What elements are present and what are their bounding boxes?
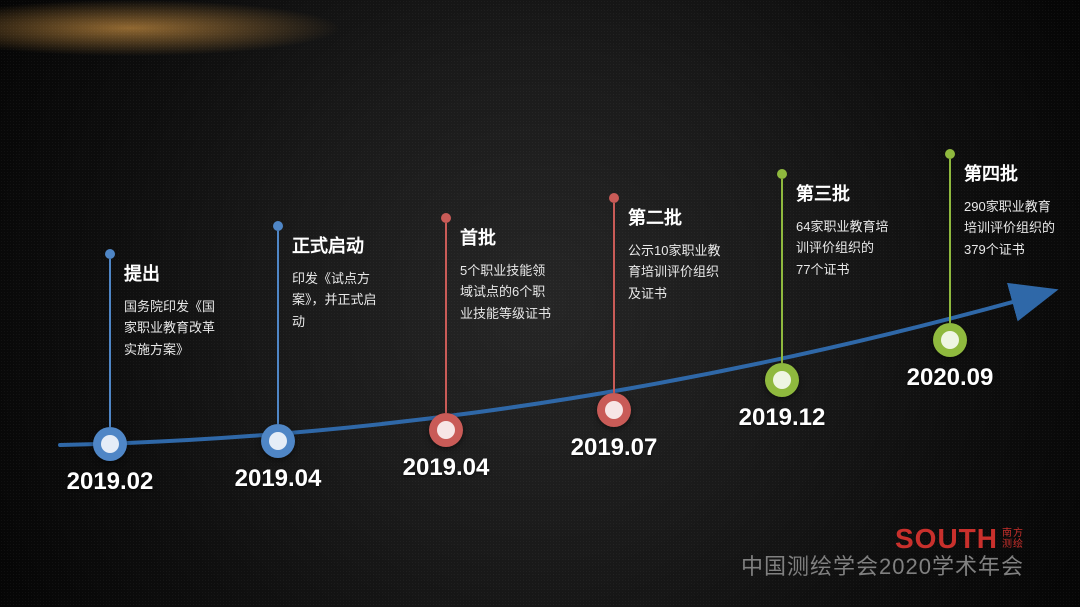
logo-cn: 南方 测绘 bbox=[1002, 528, 1024, 550]
timeline-date: 2019.07 bbox=[571, 434, 658, 462]
timeline-pin bbox=[441, 213, 451, 223]
timeline-node bbox=[429, 413, 463, 447]
footer-subtitle: 中国测绘学会2020学术年会 bbox=[741, 549, 1024, 581]
timeline-title: 第四批 bbox=[964, 160, 1018, 186]
timeline-desc: 国务院印发《国家职业教育改革实施方案》 bbox=[124, 296, 220, 360]
timeline-node bbox=[261, 424, 295, 458]
timeline-desc: 290家职业教育培训评价组织的379个证书 bbox=[964, 196, 1060, 260]
timeline-title: 第三批 bbox=[796, 180, 850, 206]
timeline-node bbox=[933, 323, 967, 357]
timeline-pin bbox=[945, 149, 955, 159]
timeline-pin bbox=[777, 169, 787, 179]
timeline-title: 第二批 bbox=[628, 204, 682, 230]
timeline-pin bbox=[609, 193, 619, 203]
timeline-date: 2019.04 bbox=[403, 454, 490, 482]
timeline-date: 2019.04 bbox=[235, 465, 322, 493]
slide-background: 2019.02 提出国务院印发《国家职业教育改革实施方案》 2019.04 正式启动印… bbox=[0, 0, 1080, 607]
timeline-node-inner bbox=[605, 401, 623, 419]
timeline-node-inner bbox=[773, 371, 791, 389]
timeline-desc: 印发《试点方案》，并正式启动 bbox=[292, 268, 388, 332]
timeline-node bbox=[765, 363, 799, 397]
timeline-node-inner bbox=[437, 421, 455, 439]
timeline-title: 首批 bbox=[460, 224, 496, 250]
timeline-node bbox=[597, 393, 631, 427]
timeline-node-inner bbox=[269, 432, 287, 450]
timeline-date: 2019.02 bbox=[67, 468, 154, 496]
timeline-node-inner bbox=[941, 331, 959, 349]
timeline-desc: 5个职业技能领域试点的6个职业技能等级证书 bbox=[460, 260, 556, 324]
timeline-desc: 公示10家职业教育培训评价组织及证书 bbox=[628, 240, 724, 304]
timeline-date: 2020.09 bbox=[907, 364, 994, 392]
timeline-title: 提出 bbox=[124, 260, 160, 286]
timeline-node bbox=[93, 427, 127, 461]
timeline-desc: 64家职业教育培训评价组织的 77个证书 bbox=[796, 216, 892, 280]
timeline-pin bbox=[273, 221, 283, 231]
timeline-date: 2019.12 bbox=[739, 404, 826, 432]
timeline-node-inner bbox=[101, 435, 119, 453]
timeline-title: 正式启动 bbox=[292, 232, 364, 258]
timeline-pin bbox=[105, 249, 115, 259]
